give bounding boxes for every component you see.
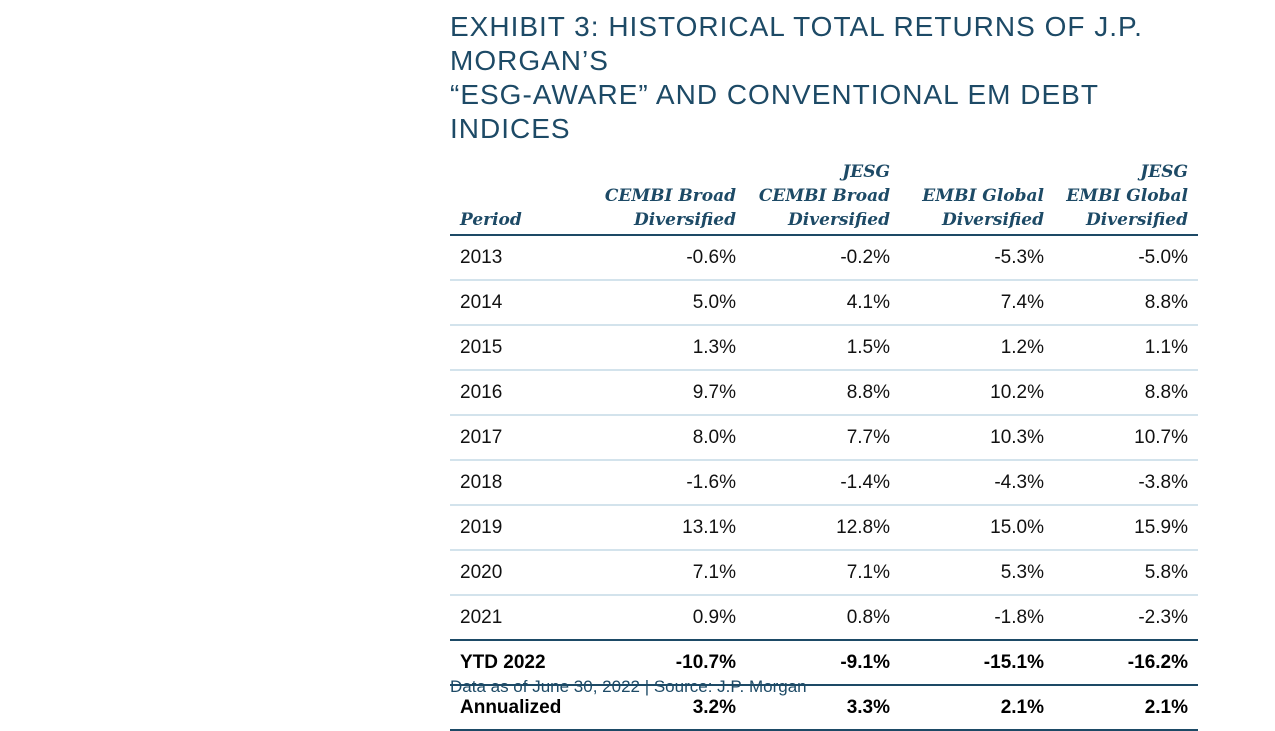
table-row: 2018 -1.6% -1.4% -4.3% -3.8% bbox=[450, 460, 1198, 506]
exhibit: EXHIBIT 3: HISTORICAL TOTAL RETURNS OF J… bbox=[450, 10, 1200, 731]
period-cell: 2021 bbox=[450, 595, 590, 641]
value-cell: -4.3% bbox=[900, 460, 1054, 506]
value-cell: 15.9% bbox=[1054, 505, 1198, 551]
table-header-row: Period CEMBI Broad Diversified JESG CEMB… bbox=[450, 160, 1198, 236]
header-cembi-broad: CEMBI Broad Diversified bbox=[590, 160, 746, 236]
value-cell: 13.1% bbox=[590, 505, 746, 551]
value-cell: 7.4% bbox=[900, 280, 1054, 326]
value-cell: -1.8% bbox=[900, 595, 1054, 641]
value-cell: 5.8% bbox=[1054, 550, 1198, 596]
value-cell: -1.4% bbox=[746, 460, 900, 506]
value-cell: 8.8% bbox=[1054, 280, 1198, 326]
period-cell: 2018 bbox=[450, 460, 590, 506]
period-cell: 2014 bbox=[450, 280, 590, 326]
value-cell: 8.8% bbox=[1054, 370, 1198, 416]
title-line-2: “ESG-AWARE” AND CONVENTIONAL EM DEBT IND… bbox=[450, 79, 1099, 144]
table-row: 2017 8.0% 7.7% 10.3% 10.7% bbox=[450, 415, 1198, 461]
table-row: 2021 0.9% 0.8% -1.8% -2.3% bbox=[450, 595, 1198, 641]
table-row: 2014 5.0% 4.1% 7.4% 8.8% bbox=[450, 280, 1198, 326]
value-cell: 5.0% bbox=[590, 280, 746, 326]
value-cell: -10.7% bbox=[590, 640, 746, 686]
value-cell: -5.0% bbox=[1054, 235, 1198, 281]
value-cell: 9.7% bbox=[590, 370, 746, 416]
source-note: Data as of June 30, 2022 | Source: J.P. … bbox=[450, 677, 807, 696]
table-row: 2020 7.1% 7.1% 5.3% 5.8% bbox=[450, 550, 1198, 596]
value-cell: 10.7% bbox=[1054, 415, 1198, 461]
value-cell: -9.1% bbox=[746, 640, 900, 686]
table-row: 2019 13.1% 12.8% 15.0% 15.9% bbox=[450, 505, 1198, 551]
table-row: 2016 9.7% 8.8% 10.2% 8.8% bbox=[450, 370, 1198, 416]
value-cell: 2.1% bbox=[1054, 685, 1198, 731]
value-cell: 8.8% bbox=[746, 370, 900, 416]
value-cell: 1.3% bbox=[590, 325, 746, 371]
value-cell: -15.1% bbox=[900, 640, 1054, 686]
value-cell: -1.6% bbox=[590, 460, 746, 506]
header-jesg-embi-global: JESG EMBI Global Diversified bbox=[1054, 160, 1198, 236]
value-cell: 12.8% bbox=[746, 505, 900, 551]
period-cell: 2015 bbox=[450, 325, 590, 371]
header-jesg-cembi-broad: JESG CEMBI Broad Diversified bbox=[746, 160, 900, 236]
period-cell: 2020 bbox=[450, 550, 590, 596]
period-cell: 2013 bbox=[450, 235, 590, 281]
period-cell: YTD 2022 bbox=[450, 640, 590, 686]
value-cell: 1.1% bbox=[1054, 325, 1198, 371]
table-row: 2013 -0.6% -0.2% -5.3% -5.0% bbox=[450, 235, 1198, 281]
period-cell: 2016 bbox=[450, 370, 590, 416]
value-cell: 7.1% bbox=[746, 550, 900, 596]
value-cell: 8.0% bbox=[590, 415, 746, 461]
value-cell: 7.7% bbox=[746, 415, 900, 461]
period-cell: 2017 bbox=[450, 415, 590, 461]
value-cell: 10.3% bbox=[900, 415, 1054, 461]
value-cell: 1.2% bbox=[900, 325, 1054, 371]
value-cell: -16.2% bbox=[1054, 640, 1198, 686]
value-cell: -3.8% bbox=[1054, 460, 1198, 506]
returns-table: Period CEMBI Broad Diversified JESG CEMB… bbox=[450, 160, 1198, 731]
value-cell: -2.3% bbox=[1054, 595, 1198, 641]
value-cell: -5.3% bbox=[900, 235, 1054, 281]
value-cell: 7.1% bbox=[590, 550, 746, 596]
header-period: Period bbox=[450, 160, 590, 236]
value-cell: 2.1% bbox=[900, 685, 1054, 731]
value-cell: 5.3% bbox=[900, 550, 1054, 596]
value-cell: 4.1% bbox=[746, 280, 900, 326]
value-cell: -0.2% bbox=[746, 235, 900, 281]
value-cell: 0.8% bbox=[746, 595, 900, 641]
value-cell: 0.9% bbox=[590, 595, 746, 641]
header-embi-global: EMBI Global Diversified bbox=[900, 160, 1054, 236]
period-cell: 2019 bbox=[450, 505, 590, 551]
value-cell: 10.2% bbox=[900, 370, 1054, 416]
title-line-1: EXHIBIT 3: HISTORICAL TOTAL RETURNS OF J… bbox=[450, 11, 1143, 76]
table-row: 2015 1.3% 1.5% 1.2% 1.1% bbox=[450, 325, 1198, 371]
ytd-row: YTD 2022 -10.7% -9.1% -15.1% -16.2% bbox=[450, 640, 1198, 686]
value-cell: 1.5% bbox=[746, 325, 900, 371]
exhibit-title: EXHIBIT 3: HISTORICAL TOTAL RETURNS OF J… bbox=[450, 10, 1200, 146]
value-cell: -0.6% bbox=[590, 235, 746, 281]
value-cell: 15.0% bbox=[900, 505, 1054, 551]
